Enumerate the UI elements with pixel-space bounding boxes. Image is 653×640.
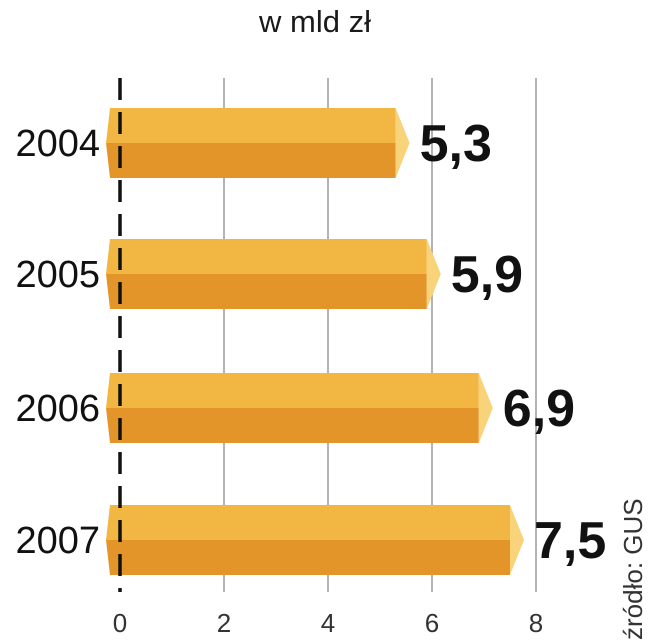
bar-end-cap <box>478 373 493 443</box>
bar <box>106 540 510 575</box>
bar-top-face <box>106 108 396 143</box>
value-label: 5,9 <box>451 246 523 304</box>
source-note: źródło: GUS <box>618 498 648 640</box>
category-label: 2004 <box>15 123 100 165</box>
x-tick-label: 6 <box>425 608 439 638</box>
value-label: 6,9 <box>503 380 575 438</box>
bar <box>106 143 396 178</box>
bar-end-cap <box>510 505 524 575</box>
x-tick-label: 2 <box>217 608 231 638</box>
value-label: 5,3 <box>420 115 492 173</box>
category-label: 2007 <box>15 520 100 562</box>
bar-end-cap <box>426 239 441 309</box>
chart-unit-title: w mld zł <box>259 4 371 39</box>
bar <box>106 408 479 443</box>
x-tick-label: 0 <box>113 608 127 638</box>
bar <box>106 274 427 309</box>
x-tick-label: 4 <box>321 608 335 638</box>
bar-top-face <box>106 239 427 274</box>
x-tick-label: 8 <box>529 608 543 638</box>
category-label: 2005 <box>15 254 100 296</box>
category-label: 2006 <box>15 388 100 430</box>
bar-top-face <box>106 373 479 408</box>
bar-top-face <box>106 505 510 540</box>
value-label: 7,5 <box>534 512 606 570</box>
bar-end-cap <box>395 108 410 178</box>
